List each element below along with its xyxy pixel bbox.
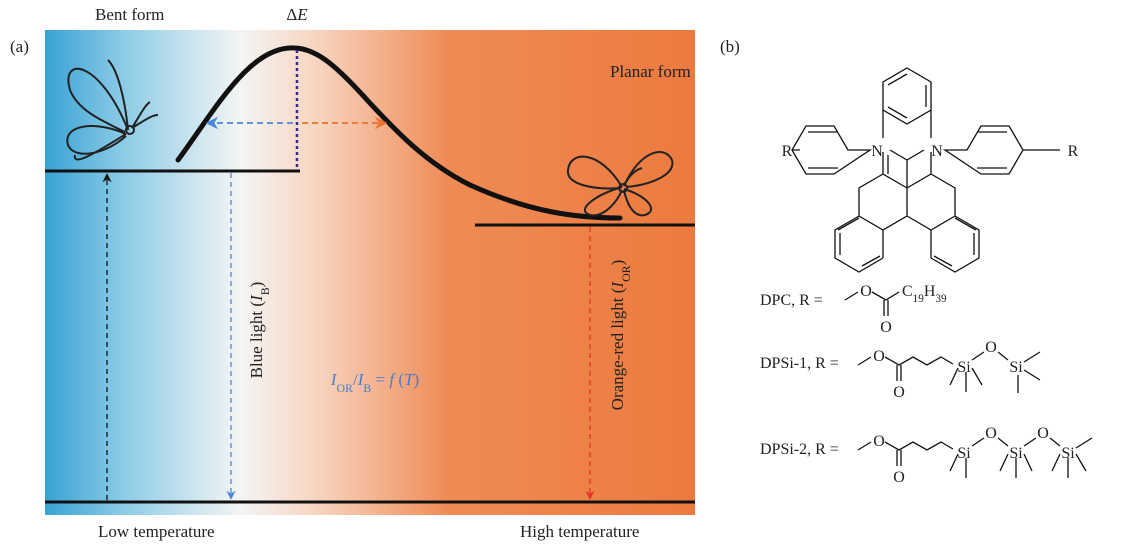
text-part: 19 [913,293,925,305]
atom: O [985,339,997,356]
substituent-name: DPC, R = [760,292,823,309]
bent-form-label: Bent form [95,5,164,24]
text-part: I [608,281,627,289]
atom: R [782,143,793,160]
text-part: OR [619,265,633,282]
text-part: C [902,283,913,300]
atom: O [860,283,872,300]
substituent-name: DPSi-2, R = [760,441,839,458]
atom: O [985,425,997,442]
atom: N [871,143,883,160]
text-part: H [924,283,936,300]
text-part: Blue light ( [247,301,266,379]
atom: R [1068,143,1079,160]
atom: Si [957,445,971,462]
substituent-dpsi-2: DPSi-2, R = O O Si O Si O Si [760,425,1093,486]
text-part: Orange-red light ( [608,287,627,410]
energy-curve [175,45,623,221]
substituent-dpc: DPC, R = O O C19H39 [760,283,947,336]
panel-label: (a) [10,37,29,56]
planar-butterfly [566,151,674,217]
atom: O [1037,425,1049,442]
text-part: E [296,5,308,24]
atom: Si [957,359,971,376]
text-part: ) [414,370,420,389]
substituent-name: DPSi-1, R = [760,355,839,372]
text-part: I [247,294,266,302]
atom: Si [1009,359,1023,376]
text-part: f [389,370,396,389]
atom: O [873,433,885,450]
blue-light-label: Blue light (IB) [247,282,272,379]
ratio-label: IOR/IB = f (T) [330,370,419,395]
text-part: Δ [286,5,297,24]
text-part: I [330,370,338,389]
atom: O [893,469,905,486]
panel-a-labels: (a) Bent form ΔE Planar form Blue light … [10,5,691,541]
atom: Si [1009,445,1023,462]
text-part: B [363,381,371,395]
text-part: ) [247,282,266,288]
text-part: / [353,370,358,389]
substituent-dpsi-1: DPSi-1, R = O O Si O Si [760,339,1041,401]
orange-light-label: Orange-red light (IOR) [608,260,633,411]
atom: O [880,319,892,336]
atom: Si [1061,445,1075,462]
text-part: I [357,370,365,389]
text-part: = [371,370,389,389]
planar-form-label: Planar form [610,62,691,81]
low-temperature-label: Low temperature [98,522,215,541]
text-part: ( [394,370,404,389]
text-part: 39 [935,293,947,305]
core-structure: R N N R [782,67,1079,273]
text-part: OR [336,381,353,395]
text-part: ) [608,260,627,266]
atom: N [931,143,943,160]
text-part: B [258,287,272,295]
atom: O [873,348,885,365]
temperature-background [45,30,695,515]
bent-butterfly [66,59,159,161]
delta-e-label: ΔE [286,5,308,24]
panel-label: (b) [720,37,740,56]
high-temperature-label: High temperature [520,522,639,541]
chain-label: C19H39 [902,283,947,305]
text-part: T [404,370,415,389]
atom: O [893,384,905,401]
